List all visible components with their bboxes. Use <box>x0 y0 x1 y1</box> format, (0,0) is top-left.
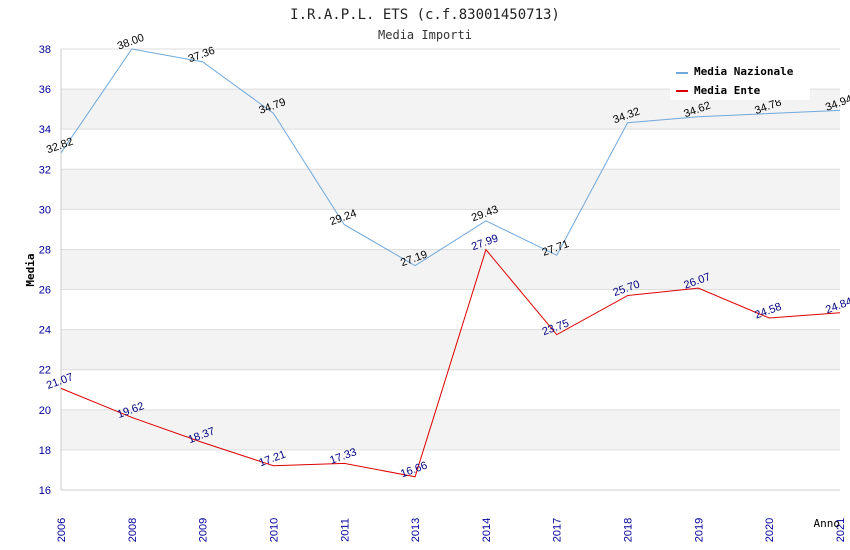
data-label: 24.58 <box>753 301 783 322</box>
x-tick-label: 2014 <box>481 518 493 542</box>
x-tick-label: 2006 <box>56 518 68 542</box>
y-tick-label: 34 <box>39 124 51 136</box>
background-band <box>61 409 840 450</box>
data-label: 17.21 <box>257 449 287 470</box>
data-label: 37.36 <box>187 45 217 66</box>
chart-subtitle: Media Importi <box>378 28 472 42</box>
y-tick-label: 38 <box>39 44 51 56</box>
x-tick-label: 2017 <box>552 518 564 542</box>
x-tick-label: 2021 <box>835 518 847 542</box>
x-tick-label: 2008 <box>127 518 139 542</box>
x-axis-ticks: 2006 2008 2009 2010 2011 2013 2014 2017 2018 2019… <box>56 518 847 542</box>
background-band <box>61 249 840 290</box>
series-line-ente <box>60 248 841 478</box>
y-tick-label: 26 <box>39 285 51 297</box>
x-tick-label: 2009 <box>198 518 210 542</box>
legend-label-nazionale: Media Nazionale <box>694 65 794 78</box>
x-tick-label: 2011 <box>339 518 351 542</box>
y-tick-label: 22 <box>39 365 51 377</box>
x-tick-label: 2019 <box>693 518 705 542</box>
background-band <box>61 169 840 210</box>
y-tick-label: 36 <box>39 84 51 96</box>
y-tick-label: 18 <box>39 445 51 457</box>
x-tick-label: 2013 <box>410 518 422 542</box>
series-lines <box>60 48 841 478</box>
legend-label-ente: Media Ente <box>694 84 761 97</box>
x-tick-label: 2020 <box>764 518 776 542</box>
y-axis-label: Media <box>24 253 37 286</box>
y-tick-label: 16 <box>39 485 51 497</box>
data-label: 29.24 <box>328 207 358 228</box>
series-line-nazionale <box>60 48 841 267</box>
y-tick-label: 24 <box>39 325 51 337</box>
y-tick-label: 30 <box>39 204 51 216</box>
legend-background <box>670 60 810 100</box>
axes <box>60 49 840 491</box>
legend: Media Nazionale Media Ente <box>670 60 810 100</box>
x-axis-label: Anno <box>814 517 841 530</box>
data-label: 32.82 <box>45 136 75 157</box>
y-axis-ticks: 16 18 20 22 24 26 28 30 32 34 36 38 <box>39 44 51 497</box>
x-tick-label: 2018 <box>623 518 635 542</box>
y-tick-label: 28 <box>39 244 51 256</box>
y-tick-label: 32 <box>39 164 51 176</box>
x-tick-label: 2010 <box>268 518 280 542</box>
gridlines <box>61 48 840 491</box>
chart-title: I.R.A.P.L. ETS (c.f.83001450713) <box>290 7 560 23</box>
data-label: 16.66 <box>399 460 429 481</box>
y-tick-label: 20 <box>39 405 51 417</box>
background-bands <box>61 89 840 450</box>
